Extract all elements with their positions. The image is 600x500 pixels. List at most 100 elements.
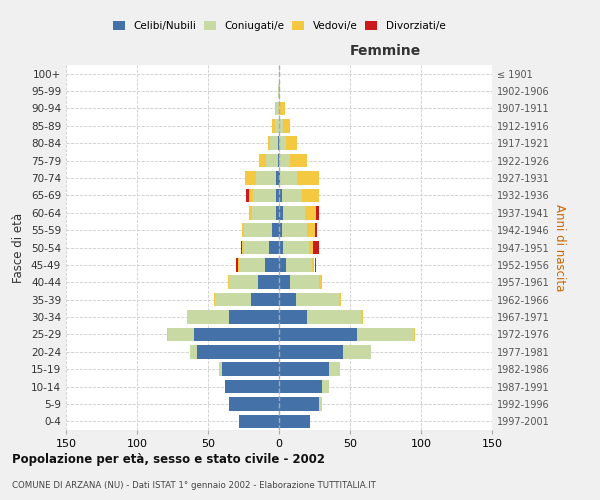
Bar	[187, 310, 229, 324]
Bar	[361, 310, 363, 324]
Bar	[290, 276, 319, 289]
Text: COMUNE DI ARZANA (NU) - Dati ISTAT 1° gennaio 2002 - Elaborazione TUTTITALIA.IT: COMUNE DI ARZANA (NU) - Dati ISTAT 1° ge…	[12, 481, 376, 490]
Bar	[282, 188, 302, 202]
Bar	[276, 102, 279, 115]
Bar	[286, 258, 311, 272]
Bar	[225, 380, 279, 394]
Legend: Celibi/Nubili, Coniugati/e, Vedovi/e, Divorziati/e: Celibi/Nubili, Coniugati/e, Vedovi/e, Di…	[110, 19, 448, 34]
Bar	[302, 188, 319, 202]
Bar	[279, 206, 283, 220]
Bar	[253, 188, 276, 202]
Bar	[307, 224, 314, 237]
Bar	[279, 414, 310, 428]
Bar	[245, 171, 256, 185]
Bar	[197, 345, 279, 358]
Bar	[258, 276, 279, 289]
Bar	[276, 206, 279, 220]
Bar	[279, 119, 283, 132]
Bar	[279, 293, 296, 306]
Bar	[319, 397, 322, 410]
Bar	[278, 84, 279, 98]
Bar	[314, 258, 316, 272]
Bar	[343, 345, 371, 358]
Bar	[249, 188, 253, 202]
Bar	[322, 380, 329, 394]
Bar	[272, 119, 275, 132]
Bar	[279, 84, 280, 98]
Bar	[220, 362, 222, 376]
Bar	[296, 293, 338, 306]
Bar	[279, 102, 280, 115]
Bar	[309, 240, 313, 254]
Y-axis label: Anni di nascita: Anni di nascita	[553, 204, 566, 291]
Bar	[319, 276, 322, 289]
Bar	[269, 240, 279, 254]
Bar	[168, 328, 194, 341]
Bar	[283, 206, 305, 220]
Bar	[313, 240, 319, 254]
Bar	[259, 154, 266, 168]
Bar	[239, 258, 265, 272]
Bar	[272, 224, 279, 237]
Bar	[283, 119, 290, 132]
Bar	[329, 362, 340, 376]
Bar	[190, 345, 197, 358]
Bar	[279, 380, 322, 394]
Bar	[282, 224, 307, 237]
Bar	[242, 240, 244, 254]
Bar	[283, 240, 309, 254]
Bar	[307, 310, 361, 324]
Bar	[278, 136, 279, 150]
Bar	[314, 224, 317, 237]
Bar	[215, 293, 251, 306]
Bar	[280, 102, 284, 115]
Bar	[236, 258, 238, 272]
Bar	[222, 362, 279, 376]
Bar	[244, 240, 269, 254]
Bar	[214, 293, 215, 306]
Bar	[414, 328, 415, 341]
Bar	[242, 224, 244, 237]
Bar	[252, 206, 276, 220]
Bar	[276, 188, 279, 202]
Bar	[279, 136, 286, 150]
Bar	[229, 310, 279, 324]
Bar	[298, 171, 319, 185]
Bar	[279, 328, 357, 341]
Y-axis label: Fasce di età: Fasce di età	[13, 212, 25, 282]
Bar	[316, 206, 319, 220]
Bar	[167, 328, 168, 341]
Bar	[338, 293, 341, 306]
Bar	[279, 224, 282, 237]
Bar	[228, 276, 229, 289]
Bar	[239, 414, 279, 428]
Bar	[271, 136, 278, 150]
Bar	[247, 188, 249, 202]
Bar	[286, 136, 298, 150]
Bar	[249, 206, 252, 220]
Bar	[279, 397, 319, 410]
Bar	[279, 362, 329, 376]
Bar	[241, 240, 242, 254]
Bar	[279, 171, 280, 185]
Bar	[279, 188, 282, 202]
Bar	[279, 258, 286, 272]
Bar	[266, 154, 278, 168]
Bar	[279, 310, 307, 324]
Bar	[194, 328, 279, 341]
Bar	[278, 154, 279, 168]
Text: Popolazione per età, sesso e stato civile - 2002: Popolazione per età, sesso e stato civil…	[12, 452, 325, 466]
Bar	[279, 154, 290, 168]
Bar	[229, 397, 279, 410]
Bar	[229, 276, 258, 289]
Bar	[279, 345, 343, 358]
Bar	[238, 258, 239, 272]
Bar	[275, 119, 279, 132]
Bar	[251, 293, 279, 306]
Bar	[280, 171, 298, 185]
Bar	[279, 240, 283, 254]
Bar	[256, 171, 276, 185]
Text: Femmine: Femmine	[350, 44, 421, 58]
Bar	[265, 258, 279, 272]
Bar	[275, 102, 276, 115]
